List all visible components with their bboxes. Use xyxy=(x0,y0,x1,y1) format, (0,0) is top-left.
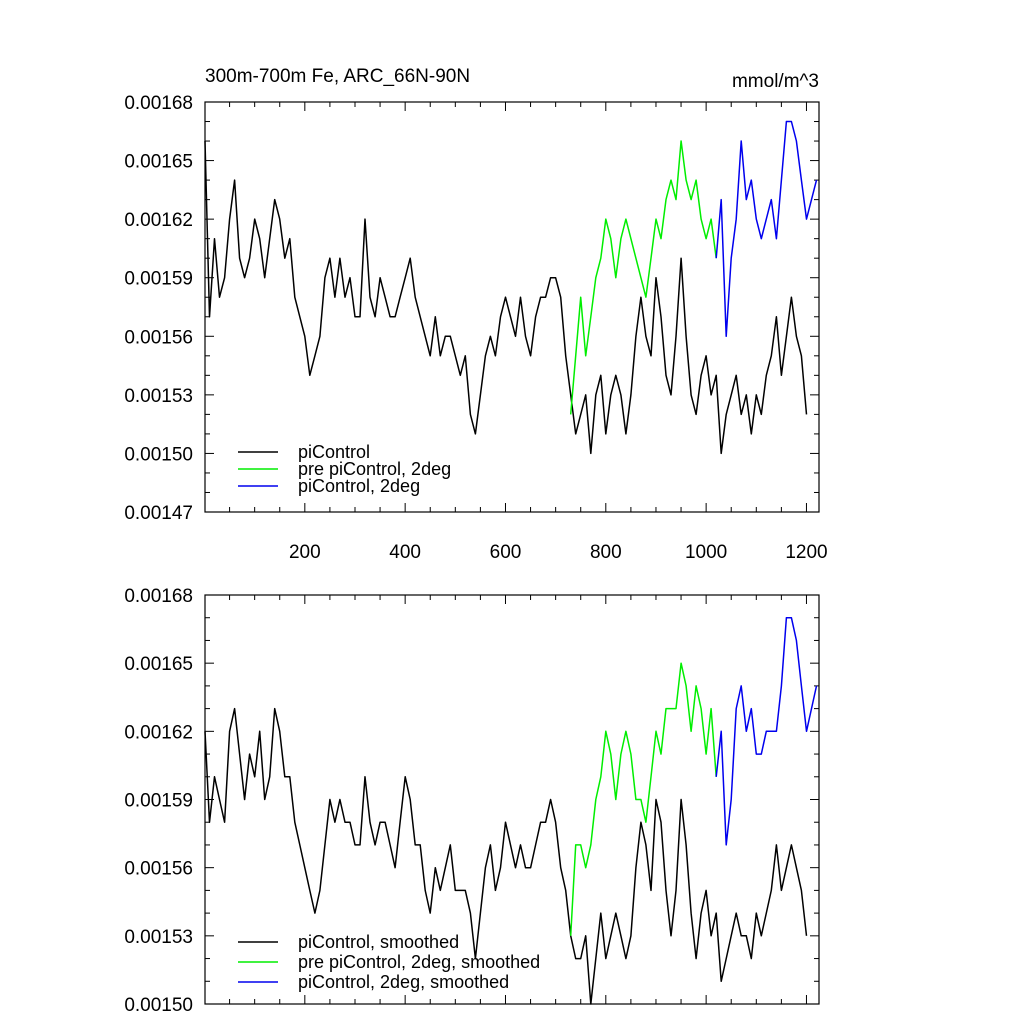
y-tick-label: 0.00147 xyxy=(124,503,193,524)
top-panel: 300m-700m Fe, ARC_66N-90N mmol/m^3 0.001… xyxy=(124,66,827,563)
y-tick-label: 0.00150 xyxy=(124,444,193,465)
top-plot-frame xyxy=(204,101,820,513)
bottom-panel: 0.00150 0.00153 0.00156 0.00159 0.00162 0.001… xyxy=(124,586,820,1016)
y-tick-label: 0.00153 xyxy=(124,386,193,407)
y-tick-label: 0.00162 xyxy=(124,210,193,231)
bottom-series xyxy=(204,616,818,1005)
top-chart-units: mmol/m^3 xyxy=(732,71,819,92)
y-tick-label: 0.00168 xyxy=(124,93,193,114)
legend-label-3: piControl, 2deg, smoothed xyxy=(298,972,509,992)
x-tick-label: 600 xyxy=(490,542,522,563)
y-tick-label: 0.00150 xyxy=(124,995,193,1016)
y-tick-label: 0.00162 xyxy=(124,722,193,743)
series-line-3 xyxy=(715,120,818,338)
legend-label-3: piControl, 2deg xyxy=(298,476,420,496)
series-line-1 xyxy=(204,707,808,1005)
x-tick-label: 1200 xyxy=(785,542,827,563)
series-line-2 xyxy=(569,140,717,415)
legend-label-1: piControl, smoothed xyxy=(298,932,459,952)
legend-label-1: piControl xyxy=(298,442,370,462)
series-line-3 xyxy=(715,616,818,846)
series-line-2 xyxy=(569,662,717,936)
x-tick-label: 800 xyxy=(590,542,622,563)
y-tick-label: 0.00159 xyxy=(124,269,193,290)
y-tick-label: 0.00168 xyxy=(124,586,193,607)
top-y-ticks: 0.00147 0.00150 0.00153 0.00156 0.00159 0.001… xyxy=(124,93,819,524)
y-tick-label: 0.00159 xyxy=(124,791,193,812)
y-tick-label: 0.00165 xyxy=(124,152,193,173)
legend-label-2: pre piControl, 2deg xyxy=(298,459,451,479)
x-tick-label: 200 xyxy=(289,542,321,563)
x-tick-label: 400 xyxy=(389,542,421,563)
top-x-ticks: 200 400 600 800 1000 1200 xyxy=(229,102,828,563)
y-tick-label: 0.00156 xyxy=(124,859,193,880)
x-tick-label: 1000 xyxy=(685,542,727,563)
bottom-y-ticks: 0.00150 0.00153 0.00156 0.00159 0.00162 0.001… xyxy=(124,586,819,1016)
top-series xyxy=(204,120,818,455)
y-tick-label: 0.00156 xyxy=(124,327,193,348)
bottom-x-ticks xyxy=(229,595,807,1004)
y-tick-label: 0.00165 xyxy=(124,654,193,675)
series-line-1 xyxy=(204,140,808,455)
top-chart-title: 300m-700m Fe, ARC_66N-90N xyxy=(205,66,470,87)
y-tick-label: 0.00153 xyxy=(124,927,193,948)
legend-label-2: pre piControl, 2deg, smoothed xyxy=(298,952,540,972)
